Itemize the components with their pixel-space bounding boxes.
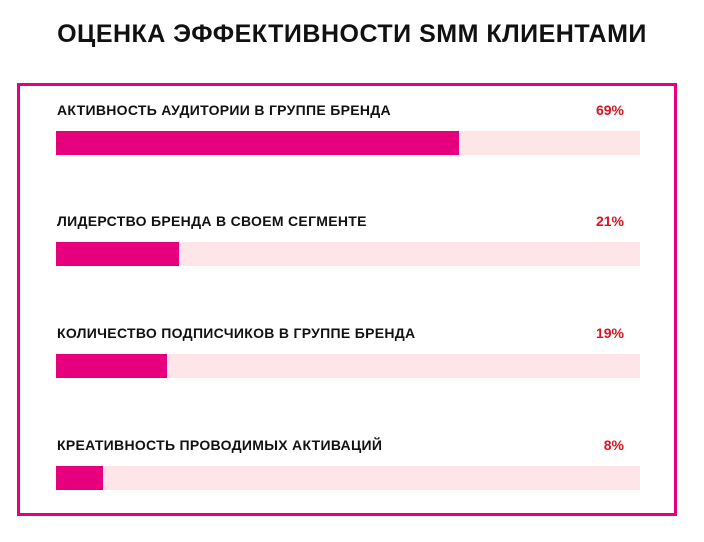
- chart-frame: [17, 83, 677, 516]
- bar-label: АКТИВНОСТЬ АУДИТОРИИ В ГРУППЕ БРЕНДА: [57, 102, 391, 118]
- bar-track: [56, 466, 640, 490]
- bar-label: ЛИДЕРСТВО БРЕНДА В СВОЕМ СЕГМЕНТЕ: [57, 213, 367, 229]
- bar-track: [56, 131, 640, 155]
- bar-value-label: 69%: [595, 102, 624, 118]
- bar-value-label: 19%: [595, 325, 624, 341]
- chart-title: ОЦЕНКА ЭФФЕКТИВНОСТИ SMM КЛИЕНТАМИ: [57, 20, 647, 48]
- bar-track: [56, 354, 640, 378]
- bar-label: КОЛИЧЕСТВО ПОДПИСЧИКОВ В ГРУППЕ БРЕНДА: [57, 325, 416, 341]
- bar-fill: [56, 466, 103, 490]
- bar-fill: [56, 242, 179, 266]
- bar-value-label: 21%: [595, 213, 624, 229]
- bar-track: [56, 242, 640, 266]
- bar-fill: [56, 131, 459, 155]
- bar-value-label: 8%: [603, 437, 624, 453]
- bar-label: КРЕАТИВНОСТЬ ПРОВОДИМЫХ АКТИВАЦИЙ: [57, 437, 383, 453]
- bar-fill: [56, 354, 167, 378]
